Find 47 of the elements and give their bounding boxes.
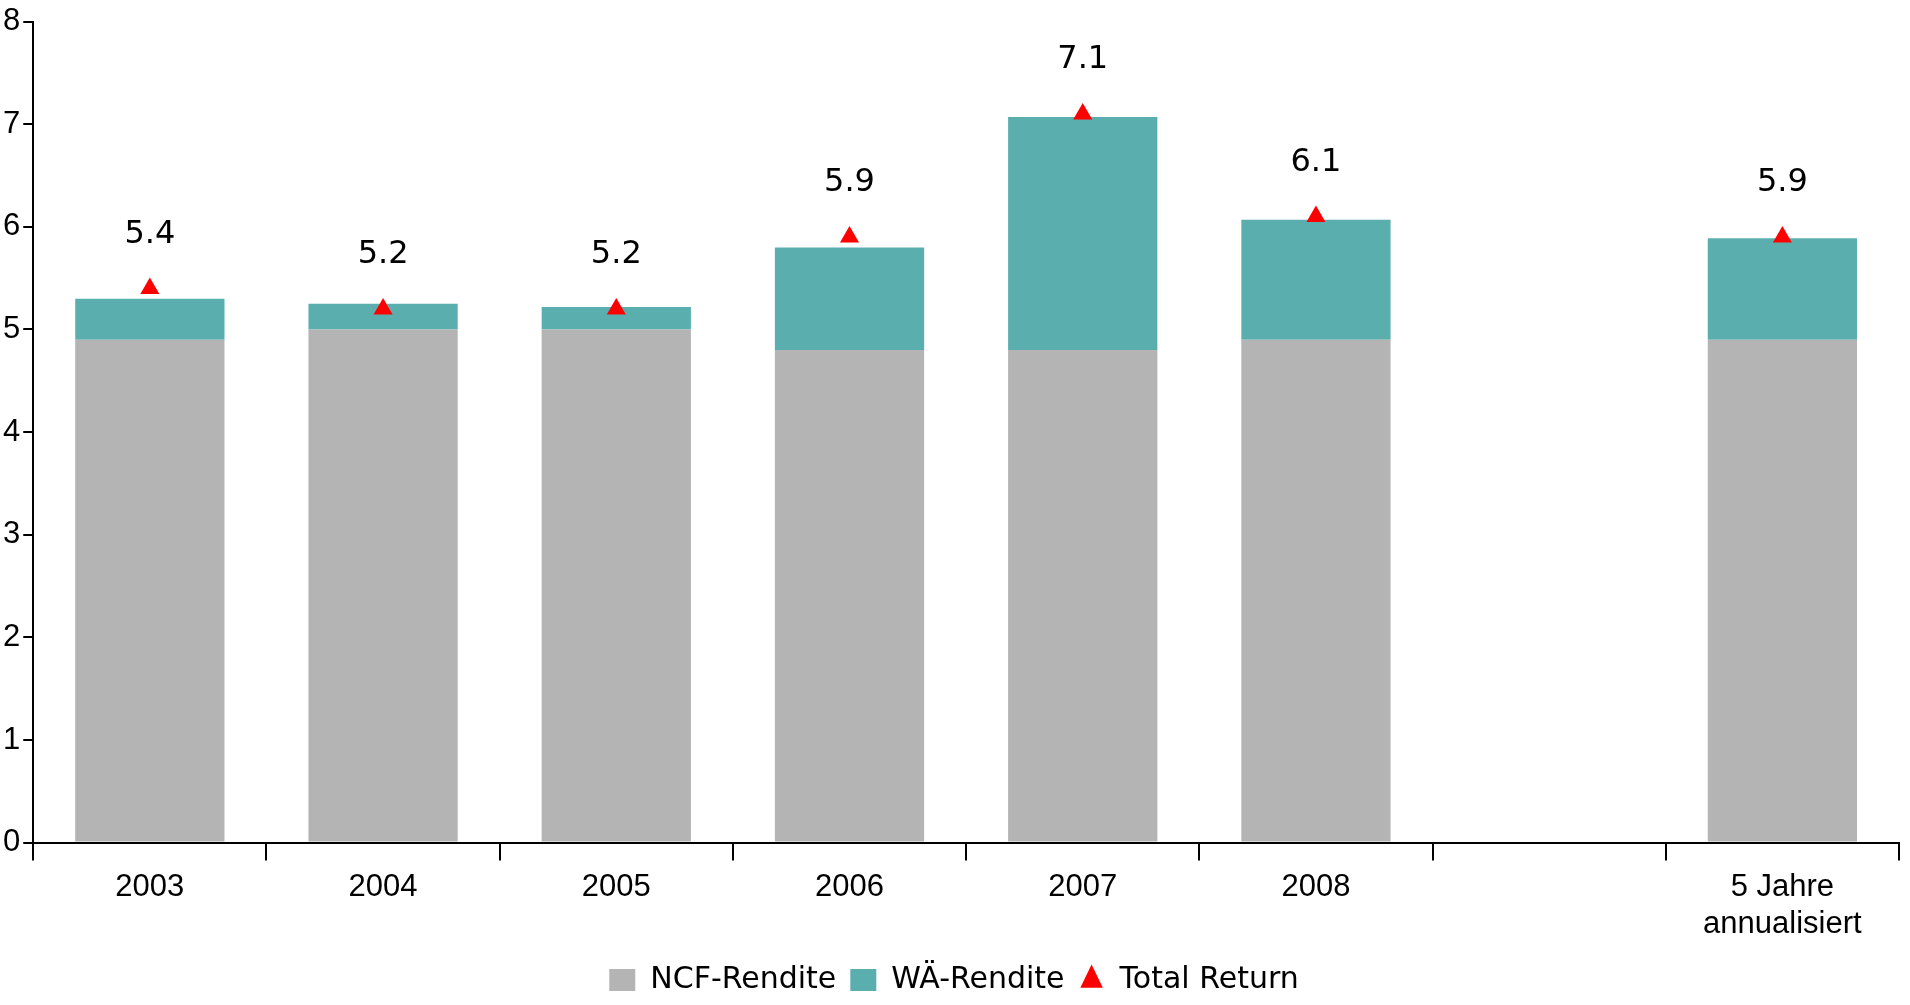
bar [1008,350,1158,842]
y-tick-label: 1 [2,720,21,756]
bar [541,306,691,330]
point [1306,205,1326,223]
bar [774,247,925,350]
legend-label: WÄ-Rendite [891,959,1065,995]
bar [774,350,925,842]
x-tick-label: 2007 [1048,867,1118,903]
data-label: 6.1 [1290,140,1342,179]
bar [75,298,225,340]
y-tick-label: 4 [2,412,21,448]
y-tick-label: 6 [2,207,21,243]
bar [1241,339,1391,842]
bar [1707,339,1858,842]
bar [1008,117,1158,350]
bar [308,329,458,842]
data-label: 5.9 [824,161,875,200]
data-label: 5.2 [357,233,409,272]
x-tick-label: 2004 [348,867,418,903]
data-label: 7.1 [1057,38,1109,77]
legend-label: Total Return [1118,959,1299,995]
point [140,277,160,294]
x-tick-label: 2008 [1281,867,1351,903]
point [1772,226,1792,243]
legend-label: NCF-Rendite [650,959,837,995]
bar [75,339,225,842]
bar [1241,219,1391,340]
point [373,297,393,315]
y-tick-label: 0 [2,823,21,859]
x-tick-label: 2003 [115,867,185,903]
data-label: 5.9 [1756,161,1808,200]
bar [1707,238,1858,340]
point [606,297,626,315]
point [1073,102,1093,120]
y-tick-label: 8 [2,2,21,38]
data-label: 5.2 [590,233,642,272]
data-label: 5.4 [124,212,176,251]
y-tick-label: 3 [2,515,21,551]
point [839,226,860,243]
y-tick-label: 7 [2,104,21,140]
bar [308,303,458,330]
bar [541,329,691,842]
y-tick-label: 2 [2,617,21,653]
y-tick-label: 5 [2,310,21,346]
x-tick-label: 5 Jahre annualisiert [1703,867,1863,940]
x-tick-label: 2005 [581,867,651,903]
x-tick-label: 2006 [815,867,884,903]
